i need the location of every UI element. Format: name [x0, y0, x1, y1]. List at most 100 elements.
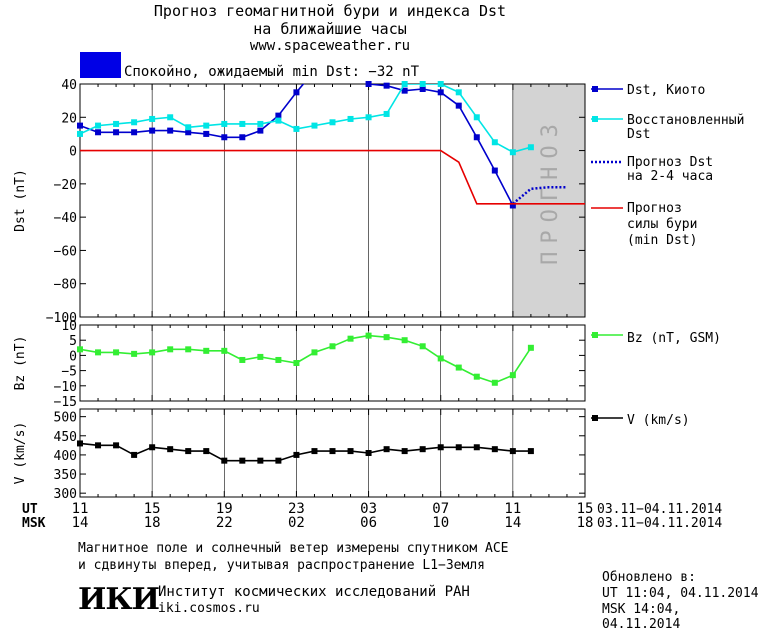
y-tick-label: 450 [54, 430, 77, 445]
series-point [149, 444, 156, 451]
series-point [203, 448, 210, 455]
series-point [257, 353, 264, 360]
series-point [419, 85, 426, 92]
dst-panel: ПРОГНОЗ 40 20 0 −20 −40 −60 −80 −100 Dst (nT) [13, 78, 586, 326]
series-point [329, 119, 336, 126]
series-point [383, 82, 390, 89]
series-line [80, 442, 531, 462]
series-point [473, 114, 480, 121]
msk-tick-label: 18 [577, 515, 594, 531]
y-tick-label: 5 [69, 334, 77, 349]
series-point [293, 360, 300, 366]
legend-forecast-short-1: Прогноз Dst [627, 155, 713, 170]
series-line [80, 84, 532, 154]
y-tick-label: −10 [54, 380, 77, 395]
series-point [311, 448, 318, 455]
date-range-ut: 03.11−04.11.2014 [597, 502, 722, 517]
series-point [329, 448, 336, 455]
series-point [347, 448, 354, 455]
msk-tick-label: 06 [360, 515, 377, 531]
y-tick-label: −5 [61, 365, 77, 380]
y-tick-label: −20 [54, 178, 77, 193]
series-point [347, 335, 354, 342]
series-point [131, 119, 138, 126]
series-point [509, 372, 516, 379]
series-point [293, 89, 300, 96]
legend-forecast-storm-3: (min Dst) [627, 233, 697, 248]
series-point [221, 120, 228, 127]
chart-subtitle: на ближайшие часы [253, 20, 407, 38]
chart-title: Прогноз геомагнитной бури и индекса Dst [153, 2, 507, 20]
series-point [77, 440, 83, 447]
source-url[interactable]: www.spaceweather.ru [249, 38, 411, 54]
series-point [275, 457, 282, 464]
series-point [509, 448, 516, 455]
series-point [383, 110, 390, 117]
msk-tick-label: 22 [216, 515, 233, 531]
series-point [401, 81, 408, 87]
series-point [77, 130, 83, 137]
series-point [365, 81, 372, 87]
y-tick-label: 40 [61, 78, 77, 93]
iki-logo[interactable]: ИКИ [78, 582, 160, 617]
ut-tick-label: 03 [360, 501, 377, 517]
series-point [383, 446, 390, 453]
series-point [275, 117, 282, 124]
series-point [257, 457, 264, 464]
series-point [149, 115, 156, 122]
series-point [221, 347, 228, 354]
series-point [77, 346, 83, 353]
y-tick-label: 300 [54, 487, 77, 502]
legend-restored-1: Восстановленный [627, 113, 744, 128]
series-point [239, 457, 246, 464]
y-tick-label: 500 [54, 411, 77, 426]
series-point [311, 349, 318, 356]
series-point [527, 344, 534, 351]
series-point [383, 334, 390, 341]
series-point [527, 144, 534, 151]
series-point [437, 355, 444, 362]
legend-bz: Bz (nT, GSM) [627, 331, 721, 346]
ut-tick-label: 19 [216, 501, 233, 517]
forecast-region [512, 84, 585, 317]
series-point [95, 442, 102, 449]
series-point [509, 149, 516, 156]
legend-marker-bz [592, 332, 598, 338]
updated-ut: UT 11:04, 04.11.2014 [602, 586, 759, 601]
legend-marker-dst [592, 86, 598, 92]
panel-frame [79, 324, 586, 402]
series-point [293, 451, 300, 458]
series-point [365, 332, 372, 339]
series-point [203, 122, 210, 129]
series-point [221, 134, 228, 141]
series-point [203, 347, 210, 354]
series-point [473, 134, 480, 141]
series-point [491, 139, 498, 146]
series-point [293, 125, 300, 132]
y-tick-label: 20 [61, 111, 77, 126]
series-line [80, 334, 532, 384]
series-point [257, 120, 264, 127]
series-point [275, 356, 282, 363]
legend-v: V (km/s) [627, 413, 690, 428]
status-color-box [80, 52, 121, 78]
footer-note-line2: и сдвинуты вперед, учитывая распростране… [78, 558, 485, 573]
series-point [401, 87, 408, 94]
series-point [113, 442, 120, 449]
series-point [473, 373, 480, 380]
series-point [257, 127, 264, 134]
series-point [167, 127, 174, 134]
institute-site[interactable]: iki.cosmos.ru [158, 601, 260, 616]
ut-tick-label: 11 [504, 501, 521, 517]
legend-marker-v [592, 415, 598, 421]
ut-tick-label: 11 [72, 501, 89, 517]
series-point [473, 444, 480, 451]
series-point [509, 202, 516, 209]
updated-msk: MSK 14:04, 04.11.2014 [602, 602, 681, 632]
y-axis-label: Bz (nT) [13, 336, 28, 391]
series-point [311, 122, 318, 129]
